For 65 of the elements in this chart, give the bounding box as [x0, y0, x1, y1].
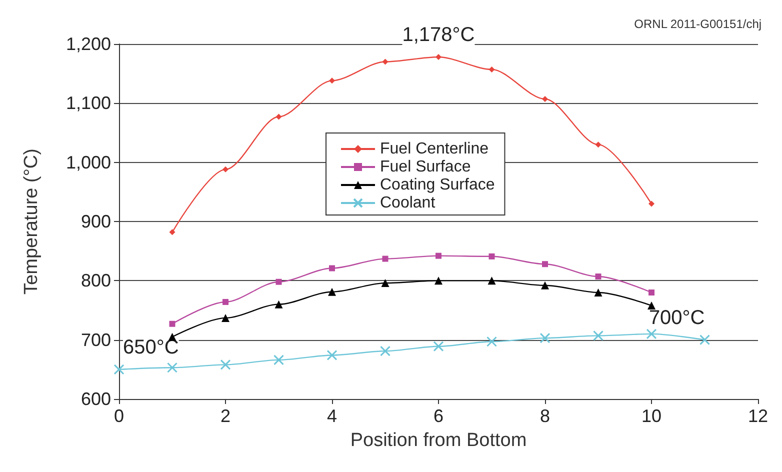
y-tick-label: 1,000	[66, 152, 111, 172]
legend-label: Coolant	[380, 194, 436, 212]
legend-label: Fuel Centerline	[380, 140, 489, 158]
point	[436, 252, 442, 259]
x-tick-label: 8	[540, 406, 550, 426]
point	[488, 66, 495, 72]
x-tick-label: 0	[114, 406, 124, 426]
point	[276, 278, 282, 285]
y-tick-label: 900	[80, 212, 111, 232]
y-tick-label: 1,200	[66, 34, 111, 54]
point	[382, 256, 388, 262]
point	[222, 298, 228, 305]
point	[541, 281, 549, 290]
point	[595, 274, 602, 280]
point	[326, 350, 338, 360]
point	[381, 279, 390, 288]
point	[382, 58, 388, 65]
point	[540, 332, 550, 344]
point	[434, 276, 442, 285]
annotation: 700°C	[648, 306, 705, 329]
point	[542, 96, 548, 102]
point	[276, 114, 282, 120]
point	[595, 142, 602, 148]
point	[488, 253, 495, 260]
point	[542, 261, 548, 268]
point	[220, 359, 231, 370]
y-tick-label: 1,100	[66, 93, 111, 114]
x-tick-label: 6	[433, 406, 444, 426]
point	[222, 166, 228, 172]
point	[648, 290, 654, 296]
x-tick-label: 10	[641, 406, 662, 426]
legend-label: Coating Surface	[380, 176, 495, 194]
point	[486, 336, 497, 347]
point	[646, 328, 657, 340]
point	[329, 265, 335, 272]
point	[167, 362, 178, 373]
point	[328, 288, 336, 296]
text: ORNL 2011-G00151/chj	[634, 17, 762, 31]
point	[433, 341, 444, 352]
x-tick-label: 4	[326, 406, 338, 426]
point	[436, 54, 442, 60]
point	[222, 314, 230, 322]
y-tick-label: 700	[80, 330, 111, 350]
point	[114, 364, 124, 375]
point	[380, 346, 390, 356]
point	[169, 229, 176, 236]
x-tick-label: 2	[220, 406, 231, 426]
x-axis-title: Position from Bottom	[350, 430, 527, 451]
x-tick-label: 12	[748, 406, 768, 426]
annotation: 650°C	[123, 336, 179, 358]
point	[329, 78, 335, 84]
point	[594, 288, 602, 296]
point	[700, 334, 710, 346]
point	[169, 320, 176, 327]
point	[593, 330, 604, 341]
point	[488, 276, 496, 285]
y-tick-label: 600	[80, 389, 111, 409]
point	[648, 200, 654, 207]
point	[274, 354, 284, 366]
point	[274, 300, 283, 308]
legend-label: Fuel Surface	[380, 158, 471, 176]
y-axis-title: Temperature (°C)	[21, 148, 42, 294]
y-tick-label: 800	[80, 270, 111, 291]
point	[648, 302, 656, 310]
annotation: 1,178°C	[402, 24, 475, 46]
